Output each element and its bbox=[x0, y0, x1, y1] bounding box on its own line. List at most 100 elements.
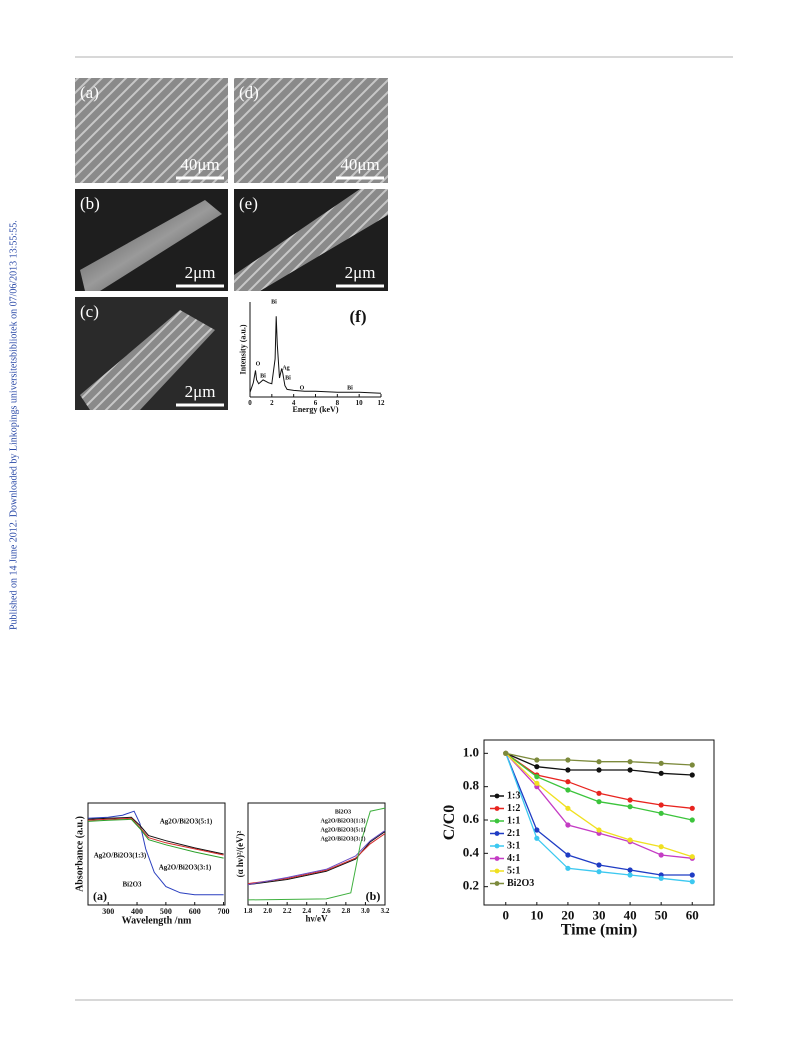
legend-marker bbox=[494, 856, 500, 861]
legend-label: 5:1 bbox=[507, 865, 520, 876]
x-tick-label: 12 bbox=[378, 399, 386, 407]
annotation: Bi bbox=[347, 385, 353, 391]
annotation: Ag2O/Bi2O3(3:1) bbox=[159, 864, 212, 872]
data-point bbox=[689, 872, 695, 878]
x-tick-label: 40 bbox=[624, 908, 637, 923]
y-axis-label: Absorbance (a.u.) bbox=[74, 816, 85, 892]
x-tick-label: 2.4 bbox=[302, 907, 311, 915]
data-point bbox=[627, 837, 633, 843]
data-point bbox=[658, 770, 664, 776]
data-point bbox=[627, 767, 633, 773]
x-tick-label: 30 bbox=[593, 908, 606, 923]
data-point bbox=[596, 790, 602, 796]
annotation: O bbox=[300, 385, 305, 391]
series-line bbox=[87, 816, 224, 855]
data-point bbox=[627, 759, 633, 765]
y-axis-label: Intensity (a.u.) bbox=[238, 324, 247, 374]
series-line bbox=[249, 316, 382, 394]
data-point bbox=[596, 767, 602, 773]
annotation: Bi bbox=[285, 375, 291, 381]
data-point bbox=[565, 767, 571, 773]
scale-label: 40μm bbox=[340, 155, 379, 174]
x-axis-label: Energy (keV) bbox=[293, 405, 339, 414]
x-tick-label: 60 bbox=[686, 908, 699, 923]
panel-label: (b) bbox=[80, 194, 100, 213]
data-point bbox=[627, 872, 633, 878]
data-point bbox=[689, 854, 695, 860]
x-tick-label: 2.2 bbox=[283, 907, 292, 915]
data-point bbox=[689, 772, 695, 778]
y-tick-label: 0.8 bbox=[463, 778, 480, 793]
panel-label: (a) bbox=[93, 889, 107, 903]
x-axis-label: hν/eV bbox=[305, 913, 328, 923]
legend-marker bbox=[494, 868, 500, 874]
data-point bbox=[565, 865, 571, 871]
y-axis-label: C/C0 bbox=[441, 805, 458, 841]
data-point bbox=[658, 802, 664, 808]
data-point bbox=[658, 875, 664, 881]
sem-rod bbox=[234, 189, 388, 291]
data-point bbox=[689, 817, 695, 823]
data-point bbox=[565, 779, 571, 785]
x-tick-label: 3.0 bbox=[361, 907, 370, 915]
y-tick-label: 0.6 bbox=[463, 811, 480, 826]
data-point bbox=[689, 762, 695, 768]
x-tick-label: 0 bbox=[503, 908, 510, 923]
series-line bbox=[247, 807, 386, 901]
series-line bbox=[87, 818, 224, 859]
panel-label: (b) bbox=[366, 889, 381, 903]
data-point bbox=[596, 827, 602, 833]
series-line bbox=[247, 833, 386, 885]
annotation: Bi2O3 bbox=[335, 809, 351, 815]
legend-label: Bi2O3 bbox=[507, 878, 534, 889]
x-tick-label: 20 bbox=[561, 908, 574, 923]
x-tick-label: 2.0 bbox=[263, 907, 272, 915]
x-tick-label: 2 bbox=[270, 399, 274, 407]
panel-label: (e) bbox=[239, 194, 258, 213]
data-point bbox=[565, 822, 571, 828]
annotation: Ag2O/Bi2O3(3:1) bbox=[321, 835, 366, 842]
series-line bbox=[87, 810, 224, 896]
legend-marker bbox=[494, 831, 500, 836]
annotation: Bi bbox=[260, 373, 266, 379]
annotation: Ag2O/Bi2O3(5:1) bbox=[160, 818, 213, 826]
panel-label: (a) bbox=[80, 83, 99, 102]
plot-frame bbox=[247, 802, 386, 906]
sem-figure bbox=[75, 78, 388, 410]
data-point bbox=[565, 805, 571, 811]
annotation: Bi2O3 bbox=[122, 881, 142, 889]
legend-marker bbox=[494, 843, 500, 849]
x-tick-label: 700 bbox=[218, 907, 230, 916]
data-point bbox=[627, 867, 633, 873]
x-tick-label: 6 bbox=[314, 399, 318, 407]
legend-label: 2:1 bbox=[507, 828, 520, 839]
data-point bbox=[689, 879, 695, 885]
annotation: Ag2O/Bi2O3(5:1) bbox=[321, 826, 366, 833]
data-point bbox=[534, 764, 540, 770]
x-tick-label: 50 bbox=[655, 908, 668, 923]
x-axis-label: Time (min) bbox=[561, 921, 638, 938]
legend-label: 1:2 bbox=[507, 803, 520, 814]
data-point bbox=[565, 757, 571, 763]
x-tick-label: 500 bbox=[160, 907, 172, 916]
annotation: Ag2O/Bi2O3(1:3) bbox=[321, 817, 366, 824]
legend-label: 3:1 bbox=[507, 840, 520, 851]
legend-marker bbox=[494, 818, 500, 824]
y-tick-label: 1.0 bbox=[463, 744, 479, 759]
data-point bbox=[534, 757, 540, 763]
sem-rod bbox=[80, 200, 222, 291]
data-point bbox=[565, 787, 571, 793]
scale-label: 2μm bbox=[185, 263, 216, 282]
data-point bbox=[534, 780, 540, 786]
data-point bbox=[596, 799, 602, 805]
sem-image bbox=[75, 78, 228, 183]
sem-rod bbox=[80, 310, 215, 410]
x-tick-label: 0 bbox=[248, 399, 252, 407]
y-tick-label: 0.4 bbox=[463, 844, 480, 859]
annotation: Ag bbox=[282, 365, 289, 371]
legend-label: 4:1 bbox=[507, 853, 520, 864]
side-note: Published on 14 June 2012. Downloaded by… bbox=[8, 220, 19, 630]
data-point bbox=[534, 827, 540, 833]
x-tick-label: 400 bbox=[131, 907, 143, 916]
